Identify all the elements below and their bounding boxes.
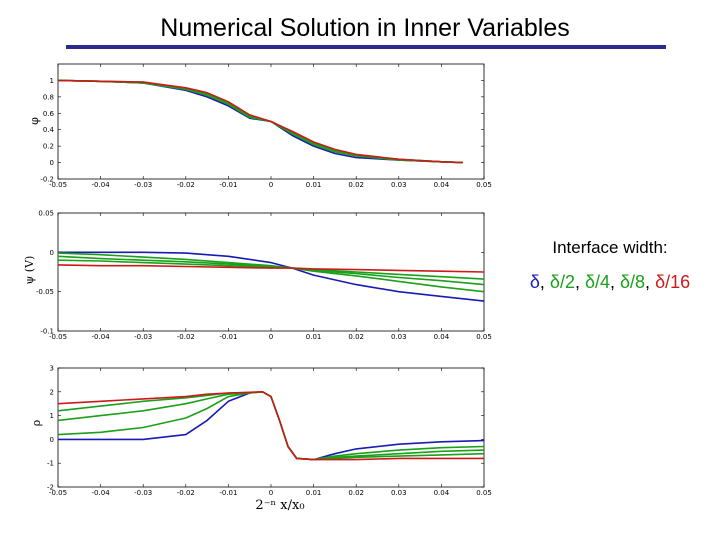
x-tick-label: -0.04 bbox=[92, 489, 111, 497]
x-tick-label: -0.02 bbox=[177, 181, 195, 189]
x-axis-label: 2⁻ⁿ x/x₀ bbox=[255, 498, 304, 513]
chart-panel-1: -0.05 -0.04 -0.03 -0.02 -0.01 0 0.01 0.02 0.03 0.… bbox=[28, 63, 492, 189]
x-tick-label: -0.01 bbox=[219, 489, 237, 497]
y-tick-label: 0 bbox=[50, 159, 54, 167]
y-tick-label: -1 bbox=[47, 460, 54, 468]
x-tick-label: -0.04 bbox=[92, 333, 111, 341]
y-tick-label: 0.05 bbox=[38, 210, 54, 218]
x-tick-label: 0.03 bbox=[391, 181, 407, 189]
y-tick-label: 1 bbox=[50, 412, 54, 420]
legend-item: δ/2 bbox=[549, 272, 575, 292]
x-tick-label: 0.05 bbox=[476, 489, 492, 497]
legend-separator: , bbox=[645, 272, 656, 292]
x-tick-label: 0 bbox=[269, 333, 273, 341]
y-tick-label: -2 bbox=[47, 484, 54, 492]
series-line-5 bbox=[58, 391, 484, 461]
x-tick-label: -0.03 bbox=[134, 489, 152, 497]
x-tick-label: 0 bbox=[269, 489, 273, 497]
x-tick-label: 0.04 bbox=[434, 333, 450, 341]
x-tick-label: -0.05 bbox=[49, 181, 67, 189]
y-tick-label: 0.2 bbox=[43, 143, 54, 151]
x-tick-label: 0 bbox=[269, 181, 273, 189]
legend-separator: , bbox=[574, 272, 585, 292]
x-tick-label: 0.01 bbox=[306, 489, 322, 497]
legend-item: δ bbox=[529, 272, 540, 292]
x-tick-label: -0.05 bbox=[49, 333, 67, 341]
y-tick-label: -0.05 bbox=[36, 288, 54, 296]
legend-item: δ/16 bbox=[655, 272, 691, 292]
x-tick-label: -0.05 bbox=[49, 489, 67, 497]
series-line-5 bbox=[58, 79, 463, 164]
plot-frame bbox=[57, 212, 485, 332]
legend-separator: , bbox=[539, 272, 550, 292]
y-tick-label: -0.1 bbox=[40, 328, 54, 336]
x-tick-label: -0.03 bbox=[134, 333, 152, 341]
y-tick-label: 0.6 bbox=[43, 110, 55, 118]
x-tick-label: 0.01 bbox=[306, 333, 322, 341]
x-tick-label: -0.03 bbox=[134, 181, 152, 189]
legend-title: Interface width: bbox=[552, 238, 668, 257]
y-tick-label: 2 bbox=[50, 388, 54, 396]
x-tick-label: 0.02 bbox=[348, 489, 364, 497]
legend-items: δ, δ/2, δ/4, δ/8, δ/16 bbox=[515, 272, 705, 293]
x-tick-label: 0.05 bbox=[476, 333, 492, 341]
y-axis-label: φ bbox=[28, 117, 41, 125]
legend-item: δ/8 bbox=[620, 272, 646, 292]
series-line-5 bbox=[58, 264, 484, 273]
y-axis-label: ρ bbox=[30, 420, 43, 426]
legend: Interface width: δ, δ/2, δ/4, δ/8, δ/16 bbox=[515, 238, 705, 293]
y-tick-label: -0.2 bbox=[40, 176, 54, 184]
y-tick-label: 1 bbox=[50, 77, 54, 85]
legend-item: δ/4 bbox=[584, 272, 610, 292]
series-line-1 bbox=[58, 251, 484, 302]
title-underline bbox=[66, 45, 666, 49]
x-tick-label: 0.01 bbox=[306, 181, 322, 189]
slide-title: Numerical Solution in Inner Variables bbox=[160, 14, 570, 42]
x-tick-label: 0.02 bbox=[348, 181, 364, 189]
x-tick-label: 0.04 bbox=[434, 489, 450, 497]
x-tick-label: 0.05 bbox=[476, 181, 492, 189]
x-tick-label: 0.03 bbox=[391, 489, 407, 497]
chart-panel-3: -0.05 -0.04 -0.03 -0.02 -0.01 0 0.01 0.02 0.03 0.… bbox=[30, 365, 492, 514]
x-tick-label: -0.01 bbox=[219, 181, 237, 189]
x-tick-label: 0.03 bbox=[391, 333, 407, 341]
x-tick-label: -0.02 bbox=[177, 333, 195, 341]
y-axis-label: ψ (V) bbox=[23, 256, 36, 285]
plot-frame bbox=[57, 367, 485, 488]
y-tick-label: 0.4 bbox=[43, 126, 55, 134]
y-tick-label: 0 bbox=[50, 436, 54, 444]
x-tick-label: 0.02 bbox=[348, 333, 364, 341]
legend-separator: , bbox=[610, 272, 621, 292]
y-tick-label: 0.8 bbox=[43, 93, 54, 101]
y-tick-label: 3 bbox=[50, 365, 54, 373]
x-tick-label: -0.04 bbox=[92, 181, 111, 189]
x-tick-label: -0.02 bbox=[177, 489, 195, 497]
x-tick-label: 0.04 bbox=[434, 181, 450, 189]
x-tick-label: -0.01 bbox=[219, 333, 237, 341]
chart-panel-2: -0.05 -0.04 -0.03 -0.02 -0.01 0 0.01 0.02 0.03 0.… bbox=[23, 210, 492, 342]
y-tick-label: 0 bbox=[50, 249, 54, 257]
